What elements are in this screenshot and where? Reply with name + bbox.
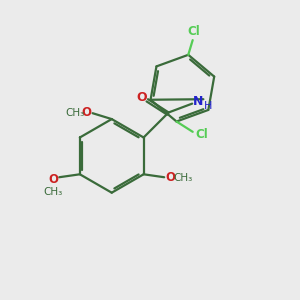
Text: N: N [193,95,203,108]
Text: CH₃: CH₃ [173,173,192,183]
Text: Cl: Cl [195,128,208,141]
Text: O: O [165,171,175,184]
Text: CH₃: CH₃ [65,108,85,118]
Text: O: O [82,106,92,119]
Text: Cl: Cl [188,26,200,38]
Text: CH₃: CH₃ [44,187,63,197]
Text: H: H [204,101,213,111]
Text: O: O [48,173,58,186]
Text: O: O [136,91,147,104]
